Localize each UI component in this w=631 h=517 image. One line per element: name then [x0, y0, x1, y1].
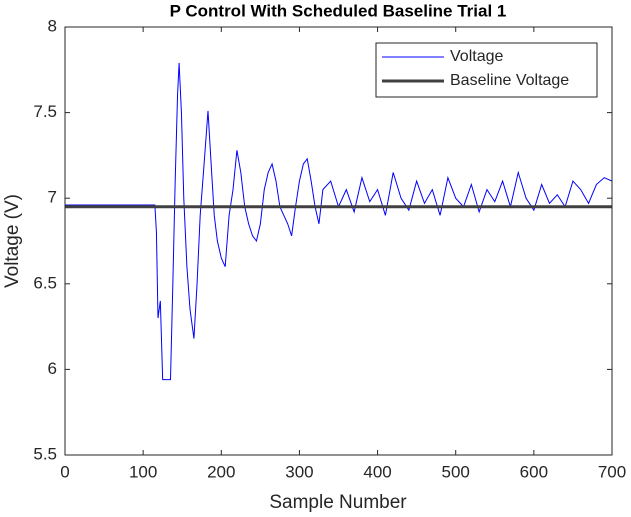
x-tick-label: 700 — [598, 462, 626, 481]
x-tick-label: 100 — [129, 462, 157, 481]
x-tick-label: 0 — [60, 462, 69, 481]
y-tick-label: 6.5 — [33, 273, 57, 292]
x-tick-label: 500 — [442, 462, 470, 481]
y-tick-label: 8 — [48, 16, 57, 35]
x-axis-label: Sample Number — [269, 492, 407, 513]
y-tick-label: 7.5 — [33, 102, 57, 121]
y-tick-label: 5.5 — [33, 444, 57, 463]
y-tick-label: 6 — [48, 359, 57, 378]
axes-box — [64, 26, 613, 456]
data-line — [65, 62, 612, 381]
x-tick-label: 600 — [520, 462, 548, 481]
chart-title: P Control With Scheduled Baseline Trial … — [170, 1, 507, 20]
legend-box — [375, 42, 598, 98]
x-tick-label: 300 — [285, 462, 313, 481]
legend-label: Voltage — [450, 48, 503, 65]
x-tick-label: 400 — [363, 462, 391, 481]
y-axis-label: Voltage (V) — [2, 194, 23, 288]
y-tick-label: 7 — [48, 188, 57, 207]
x-tick-label: 200 — [207, 462, 235, 481]
legend-label: Baseline Voltage — [450, 72, 569, 89]
